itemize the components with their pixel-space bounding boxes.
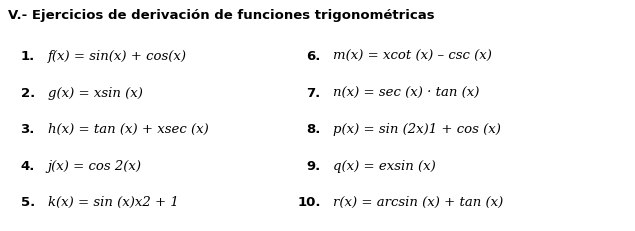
Text: q(x) = exsin (x): q(x) = exsin (x) xyxy=(333,160,436,173)
Text: 1.: 1. xyxy=(21,50,35,63)
Text: 4.: 4. xyxy=(20,160,35,173)
Text: m(x) = xcot (x) – csc (x): m(x) = xcot (x) – csc (x) xyxy=(333,50,492,63)
Text: n(x) = sec (x) · tan (x): n(x) = sec (x) · tan (x) xyxy=(333,87,480,100)
Text: k(x) = sin (x)x2 + 1: k(x) = sin (x)x2 + 1 xyxy=(48,196,178,209)
Text: 3.: 3. xyxy=(20,123,35,136)
Text: 8.: 8. xyxy=(306,123,321,136)
Text: 2.: 2. xyxy=(21,87,35,100)
Text: 7.: 7. xyxy=(307,87,321,100)
Text: j(x) = cos 2(x): j(x) = cos 2(x) xyxy=(48,160,142,173)
Text: h(x) = tan (x) + xsec (x): h(x) = tan (x) + xsec (x) xyxy=(48,123,208,136)
Text: V.- Ejercicios de derivación de funciones trigonométricas: V.- Ejercicios de derivación de funcione… xyxy=(8,9,435,22)
Text: g(x) = xsin (x): g(x) = xsin (x) xyxy=(48,87,142,100)
Text: f(x) = sin(x) + cos(x): f(x) = sin(x) + cos(x) xyxy=(48,50,187,63)
Text: p(x) = sin (2x)1 + cos (x): p(x) = sin (2x)1 + cos (x) xyxy=(333,123,501,136)
Text: r(x) = arcsin (x) + tan (x): r(x) = arcsin (x) + tan (x) xyxy=(333,196,504,209)
Text: 9.: 9. xyxy=(307,160,321,173)
Text: 10.: 10. xyxy=(297,196,321,209)
Text: 6.: 6. xyxy=(306,50,321,63)
Text: 5.: 5. xyxy=(21,196,35,209)
